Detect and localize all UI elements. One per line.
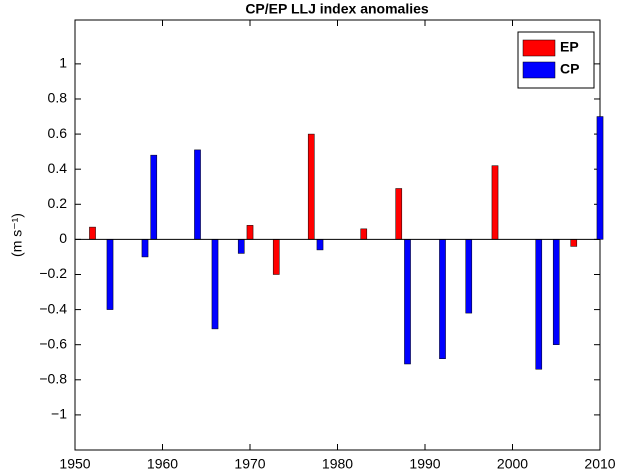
y-tick-label: 0.2 [48,195,68,211]
x-tick-label: 2010 [584,456,615,472]
bar [211,239,219,330]
bar [552,239,560,345]
y-tick-label: 0.6 [48,125,68,141]
bar [316,239,324,251]
x-tick-label: 1960 [147,456,178,472]
x-tick-label: 1950 [59,456,90,472]
bar [395,188,403,240]
y-tick-label: −0.8 [39,370,67,386]
bar [141,239,149,258]
legend-box [517,31,595,89]
y-tick-label: 0 [59,230,67,246]
legend-label: CP [560,61,579,77]
y-tick-label: 0.4 [48,160,68,176]
bar [106,239,114,310]
bar [237,239,245,254]
y-tick-label: −1 [51,406,67,422]
x-tick-label: 2000 [497,456,528,472]
bar [404,239,411,365]
bar [246,225,254,240]
bar [596,116,604,240]
y-tick-label: 0.8 [48,90,68,106]
y-tick-label: −0.2 [39,265,67,281]
y-tick-label: −0.4 [39,300,67,316]
bar [535,239,543,370]
legend-label: EP [560,39,579,55]
y-tick-label: −0.6 [39,335,67,351]
y-tick-label: 1 [59,55,67,71]
bar [194,149,201,240]
bar [272,239,280,275]
bar [570,239,578,247]
bar [150,154,158,240]
x-tick-label: 1970 [234,456,265,472]
x-tick-label: 1980 [322,456,353,472]
bar [89,226,96,240]
chart-title: CP/EP LLJ index anomalies [245,1,429,17]
legend-swatch [522,39,556,57]
bar [307,133,315,240]
y-axis-label: (m s⁻¹) [9,213,25,257]
x-tick-label: 1990 [409,456,440,472]
legend-swatch [522,61,556,79]
bar [360,228,368,240]
bar [491,165,499,240]
bar [465,239,473,314]
bar [439,239,446,359]
